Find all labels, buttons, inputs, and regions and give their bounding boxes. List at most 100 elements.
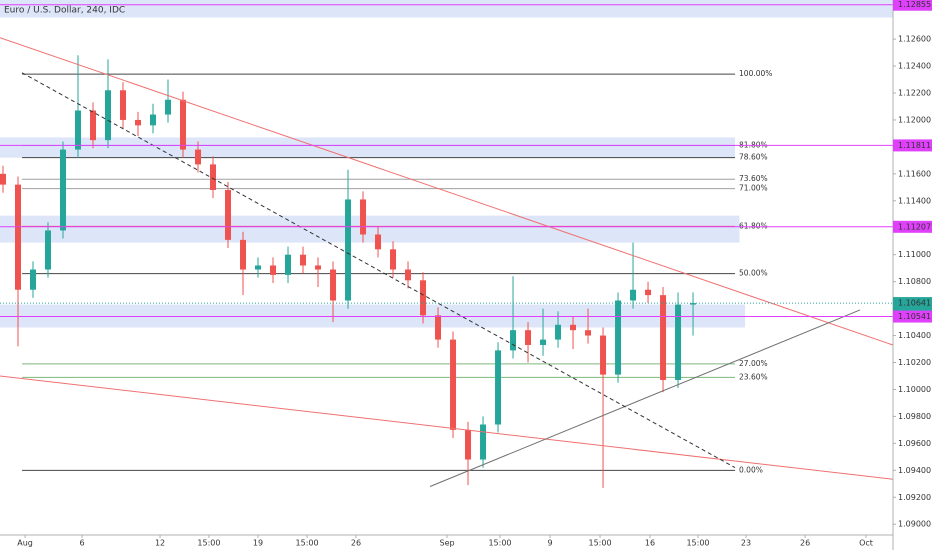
candle-body [90, 110, 97, 141]
x-tick-label: 26 [800, 539, 810, 548]
plot-area: 100.00%81.80%78.60%73.60%71.00%61.80%50.… [0, 0, 893, 488]
candle-body [195, 149, 202, 165]
x-tick-label: Oct [859, 539, 873, 548]
x-tick-label: 15:00 [589, 539, 612, 548]
zone [0, 0, 893, 18]
candle-body [330, 269, 337, 301]
x-tick-label: 15:00 [296, 539, 319, 548]
candle-body [405, 269, 412, 281]
candle-body [375, 234, 382, 250]
candle-body [15, 184, 22, 290]
x-tick-label: 9 [548, 539, 553, 548]
candle-body [270, 265, 277, 275]
fib-label: 27.00% [739, 359, 768, 368]
price-badge-label: 1.10541 [898, 312, 931, 321]
x-tick-label: 19 [253, 539, 263, 548]
candle-body [675, 304, 682, 381]
x-tick-label: Sep [439, 539, 454, 548]
fib-label: 73.60% [739, 174, 768, 183]
candle-body [75, 110, 82, 150]
price-badge [893, 310, 932, 323]
candle-body [60, 149, 67, 231]
y-tick-label: 1.12000 [898, 115, 931, 124]
y-tick-label: 1.10800 [898, 277, 931, 286]
zone [0, 215, 740, 243]
y-tick-label: 1.10400 [898, 331, 931, 340]
y-tick-label: 1.09800 [898, 412, 931, 421]
y-tick-label: 1.12600 [898, 35, 931, 44]
x-tick-label: 15:00 [197, 539, 220, 548]
price-badge-label: 1.11207 [898, 222, 931, 231]
y-tick-label: 1.11000 [898, 250, 931, 259]
axes: 1.09000 1.09200 1.09400 1.09600 1.09800 1.100… [17, 0, 932, 548]
x-tick-label: 15:00 [686, 539, 709, 548]
candle-body [615, 300, 622, 375]
y-tick-label: 1.12400 [898, 62, 931, 71]
y-tick-label: 1.09200 [898, 493, 931, 502]
candle-body [585, 330, 592, 336]
candle-body [45, 230, 52, 270]
candle-body [105, 90, 112, 141]
zone [0, 304, 746, 328]
candle-body [135, 119, 142, 126]
candle-body [300, 254, 307, 266]
y-tick-label: 1.09400 [898, 466, 931, 475]
y-tick-label: 1.09600 [898, 439, 931, 448]
trend-line [0, 37, 893, 346]
fib-label: 78.60% [739, 153, 768, 162]
candle-body [690, 303, 697, 305]
fib-label: 0.00% [739, 465, 763, 474]
trend-line [21, 72, 736, 469]
candle-body [570, 324, 577, 331]
candle-body [600, 335, 607, 375]
candle-body [660, 295, 667, 381]
candle-body [390, 249, 397, 270]
candle-body [30, 269, 37, 290]
candle-body [435, 315, 442, 340]
x-tick-label: 23 [741, 539, 751, 548]
x-tick-label: 26 [351, 539, 361, 548]
x-tick-label: 12 [155, 539, 165, 548]
price-badge [893, 0, 932, 11]
candle-body [315, 265, 322, 270]
zone [0, 137, 736, 158]
candle-body [525, 330, 532, 345]
y-tick-label: 1.12200 [898, 88, 931, 97]
candle-body [420, 280, 427, 316]
candle-body [360, 199, 367, 235]
price-badge-label: 1.10641 [898, 299, 931, 308]
x-tick-label: 6 [80, 539, 85, 548]
candle-body [285, 254, 292, 275]
candle-body [510, 330, 517, 351]
candle-body [345, 199, 352, 301]
fib-label: 23.60% [739, 372, 768, 381]
candle-body [225, 190, 232, 240]
y-tick-label: 1.10200 [898, 358, 931, 367]
candle-body [210, 164, 217, 191]
candle-body [495, 350, 502, 425]
candle-body [480, 424, 487, 460]
candle-body [120, 90, 127, 120]
x-tick-label: Aug [17, 539, 33, 548]
candle-body [465, 429, 472, 460]
trend-line [0, 375, 893, 480]
x-tick-label: 15:00 [488, 539, 511, 548]
y-tick-label: 1.11600 [898, 169, 931, 178]
candle-body [255, 265, 262, 270]
fib-label: 61.80% [739, 221, 768, 230]
candle-body [150, 114, 157, 126]
candle-body [645, 289, 652, 296]
trend-line [429, 309, 861, 487]
chart-title: Euro / U.S. Dollar, 240, IDC [4, 6, 125, 16]
candle-body [180, 99, 187, 150]
y-tick-label: 1.11400 [898, 196, 931, 205]
price-badge [893, 139, 932, 152]
candle-body [630, 289, 637, 301]
price-badge-label: 1.11811 [898, 141, 931, 150]
y-tick-label: 1.09000 [898, 520, 931, 529]
candle-body [555, 324, 562, 340]
x-tick-label: 16 [645, 539, 655, 548]
candle-body [0, 173, 7, 185]
candle-body [450, 339, 457, 430]
